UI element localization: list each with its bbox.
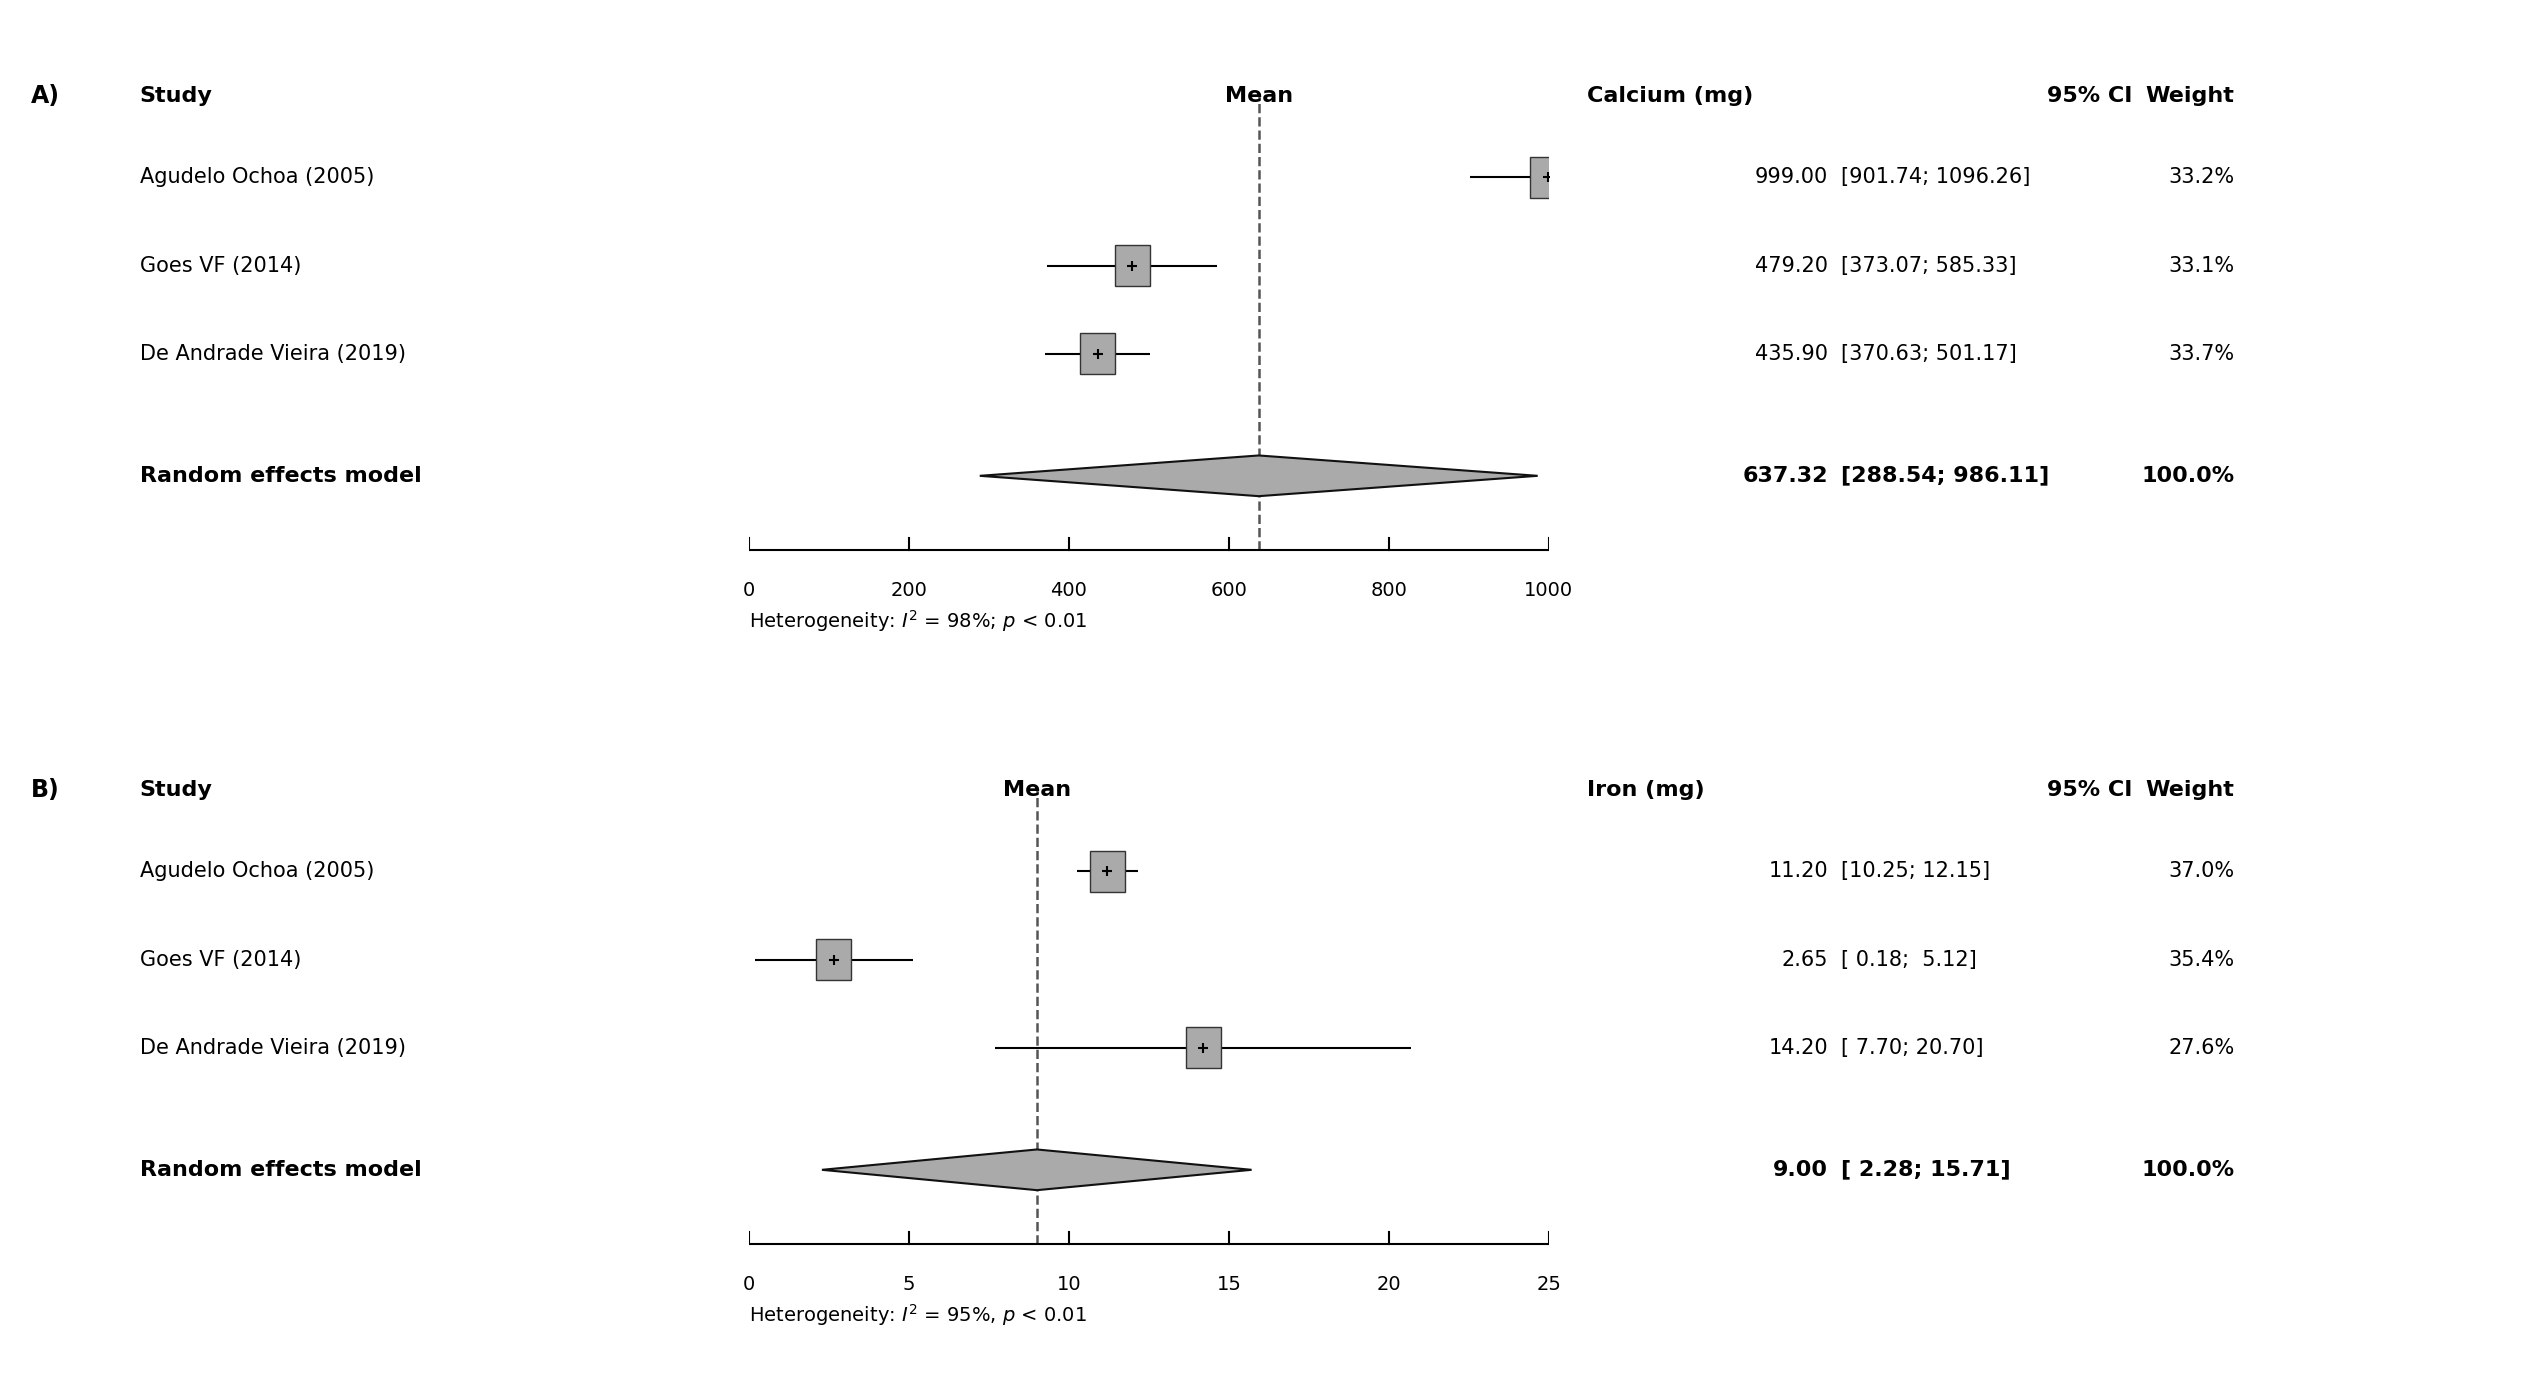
Text: [901.74; 1096.26]: [901.74; 1096.26]: [1841, 168, 2031, 187]
Text: 15: 15: [1216, 1276, 1242, 1294]
Text: 1000: 1000: [1523, 582, 1574, 600]
Text: Calcium (mg): Calcium (mg): [1587, 86, 1752, 105]
Text: 95% CI: 95% CI: [2046, 86, 2133, 105]
Text: 2.65: 2.65: [1782, 949, 1828, 969]
Text: 0: 0: [744, 582, 754, 600]
Text: [ 2.28; 15.71]: [ 2.28; 15.71]: [1841, 1160, 2011, 1180]
Text: [370.63; 501.17]: [370.63; 501.17]: [1841, 344, 2016, 364]
Text: Iron (mg): Iron (mg): [1587, 780, 1704, 799]
Text: 0: 0: [744, 1276, 754, 1294]
Text: 100.0%: 100.0%: [2140, 1160, 2234, 1180]
Bar: [1089, 851, 1125, 891]
Text: [ 0.18;  5.12]: [ 0.18; 5.12]: [1841, 949, 1975, 969]
Polygon shape: [823, 1149, 1252, 1190]
Text: Mean: Mean: [1224, 86, 1292, 105]
Text: 25: 25: [1536, 1276, 1561, 1294]
Text: Heterogeneity: $I^2$ = 98%; $p$ < 0.01: Heterogeneity: $I^2$ = 98%; $p$ < 0.01: [749, 608, 1087, 634]
Text: B): B): [30, 777, 58, 802]
Bar: [1186, 1027, 1221, 1067]
Text: 33.1%: 33.1%: [2168, 255, 2234, 275]
Text: 479.20: 479.20: [1754, 255, 1828, 275]
Bar: [815, 940, 851, 980]
Text: Goes VF (2014): Goes VF (2014): [140, 255, 302, 275]
Text: 37.0%: 37.0%: [2168, 862, 2234, 881]
Text: Weight: Weight: [2145, 780, 2234, 799]
Text: 95% CI: 95% CI: [2046, 780, 2133, 799]
Text: 11.20: 11.20: [1770, 862, 1828, 881]
Text: De Andrade Vieira (2019): De Andrade Vieira (2019): [140, 1038, 406, 1058]
Text: [373.07; 585.33]: [373.07; 585.33]: [1841, 255, 2016, 275]
Text: [288.54; 986.11]: [288.54; 986.11]: [1841, 466, 2049, 486]
Text: A): A): [30, 83, 58, 108]
Text: Study: Study: [140, 780, 213, 799]
Text: 14.20: 14.20: [1770, 1038, 1828, 1058]
Text: 9.00: 9.00: [1772, 1160, 1828, 1180]
Text: 100.0%: 100.0%: [2140, 466, 2234, 486]
Text: 800: 800: [1371, 582, 1407, 600]
Text: 435.90: 435.90: [1754, 344, 1828, 364]
Text: Mean: Mean: [1003, 780, 1071, 799]
Text: 5: 5: [904, 1276, 914, 1294]
Text: 20: 20: [1376, 1276, 1402, 1294]
Text: Agudelo Ochoa (2005): Agudelo Ochoa (2005): [140, 862, 373, 881]
Text: De Andrade Vieira (2019): De Andrade Vieira (2019): [140, 344, 406, 364]
Text: 400: 400: [1051, 582, 1087, 600]
Text: [10.25; 12.15]: [10.25; 12.15]: [1841, 862, 1991, 881]
Text: 33.2%: 33.2%: [2168, 168, 2234, 187]
Text: 600: 600: [1211, 582, 1247, 600]
Text: 27.6%: 27.6%: [2168, 1038, 2234, 1058]
Text: Random effects model: Random effects model: [140, 466, 421, 486]
Text: 35.4%: 35.4%: [2168, 949, 2234, 969]
Text: 999.00: 999.00: [1754, 168, 1828, 187]
Bar: [1115, 246, 1150, 286]
Text: 200: 200: [891, 582, 927, 600]
Text: Study: Study: [140, 86, 213, 105]
Text: Weight: Weight: [2145, 86, 2234, 105]
Text: 33.7%: 33.7%: [2168, 344, 2234, 364]
Text: Agudelo Ochoa (2005): Agudelo Ochoa (2005): [140, 168, 373, 187]
Polygon shape: [980, 455, 1539, 496]
Bar: [1531, 157, 1567, 197]
Text: Goes VF (2014): Goes VF (2014): [140, 949, 302, 969]
Text: [ 7.70; 20.70]: [ 7.70; 20.70]: [1841, 1038, 1983, 1058]
Text: 637.32: 637.32: [1742, 466, 1828, 486]
Text: Random effects model: Random effects model: [140, 1160, 421, 1180]
Bar: [1079, 333, 1115, 373]
Text: 10: 10: [1056, 1276, 1082, 1294]
Text: Heterogeneity: $I^2$ = 95%, $p$ < 0.01: Heterogeneity: $I^2$ = 95%, $p$ < 0.01: [749, 1302, 1087, 1328]
